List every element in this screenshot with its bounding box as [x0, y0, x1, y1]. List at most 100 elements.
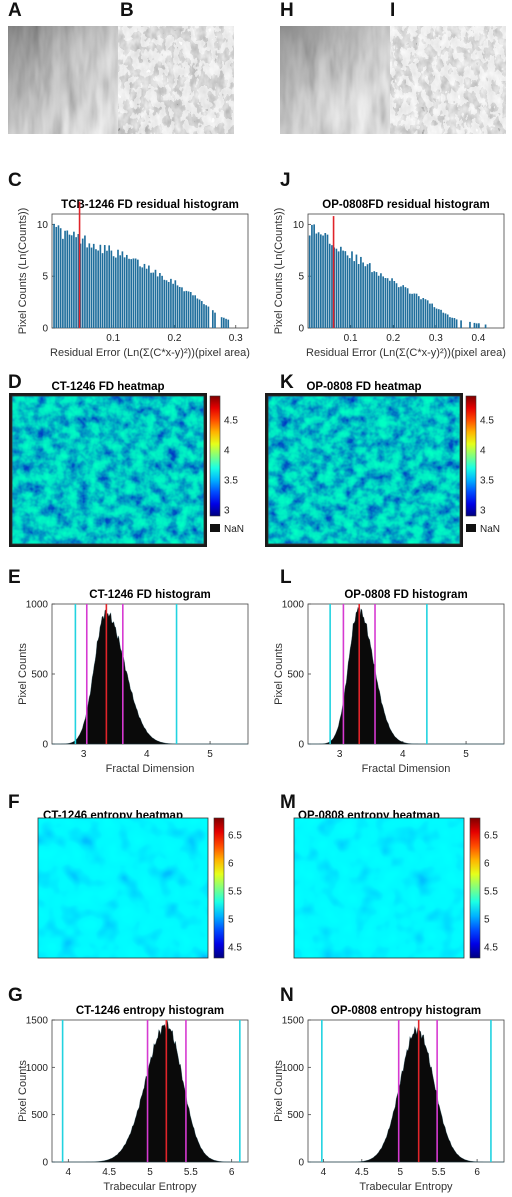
- chart-c-bar: [106, 250, 108, 328]
- chart-f-colorbar-label: 4.5: [228, 942, 242, 953]
- chart-j-ytick-label: 10: [293, 220, 305, 231]
- chart-f-colorbar-label: 6: [228, 858, 234, 869]
- chart-c-bar: [119, 255, 122, 328]
- chart-c-bar: [110, 250, 113, 328]
- chart-c-bar: [156, 276, 159, 328]
- chart-c-ytick-label: 0: [42, 324, 48, 335]
- chart-c-bar: [90, 247, 93, 328]
- chart-c-bar: [59, 228, 62, 328]
- panel-letter-f: F: [8, 792, 20, 813]
- chart-g-ytick-label: 500: [31, 1110, 48, 1121]
- chart-j-bar: [326, 234, 329, 328]
- chart-residual-histogram-c: 0.1 0.2 0.3 0 5 10 TCB-1246 FD residual histog…: [17, 199, 250, 359]
- chart-c-bar: [194, 295, 196, 328]
- chart-n-xtick-label: 4.5: [355, 1167, 369, 1178]
- chart-c-bar: [123, 257, 126, 328]
- chart-j-bar: [380, 273, 382, 328]
- chart-j-bar: [433, 307, 436, 328]
- chart-c-bar: [159, 273, 161, 328]
- chart-l-xtick-label: 4: [400, 749, 406, 760]
- chart-c-bar: [220, 317, 223, 328]
- chart-entropy-histogram-n: 4 4.5 5 5.5 6 0 500 1000 1500 OP-0808 entropy his…: [273, 1005, 505, 1193]
- chart-k-nan-swatch: [466, 524, 476, 532]
- chart-c-bar: [62, 238, 64, 328]
- chart-entropy-heatmap-m: OP-0808 entropy heatmap 4.555.566.5: [293, 810, 498, 959]
- chart-c-bar: [211, 310, 214, 328]
- chart-j-bar: [377, 275, 380, 328]
- chart-c-bar: [86, 247, 88, 328]
- chart-k-colorbar: [465, 395, 477, 517]
- chart-j-bar: [424, 299, 427, 328]
- chart-c-ytick-label: 5: [42, 272, 48, 283]
- chart-g-xtick-label: 5: [147, 1167, 153, 1178]
- chart-m-colorbar-label: 5: [484, 914, 490, 925]
- chart-e-ytick-label: 0: [42, 740, 48, 751]
- chart-j-xtick-label: 0.2: [386, 333, 400, 344]
- chart-c-bar: [92, 243, 95, 328]
- chart-j-bar: [373, 271, 376, 328]
- chart-e-title: CT-1246 FD histogram: [89, 589, 210, 601]
- chart-d-nan-label: NaN: [224, 524, 244, 535]
- chart-c-bar: [81, 238, 84, 328]
- chart-j-bar: [411, 293, 413, 328]
- panel-letter-h: H: [280, 0, 294, 21]
- chart-d-colorbar-label: 4.5: [224, 416, 238, 427]
- chart-f-colorbar-label: 5.5: [228, 886, 242, 897]
- chart-j-bar: [313, 224, 315, 328]
- chart-j-bar: [444, 313, 447, 328]
- chart-j-bar: [397, 287, 400, 328]
- chart-l-ytick-label: 500: [287, 670, 304, 681]
- chart-c-bar: [103, 245, 106, 328]
- chart-c-bar: [99, 244, 102, 328]
- chart-j-bar: [353, 261, 356, 328]
- chart-c-bar: [79, 243, 82, 328]
- chart-c-bar: [203, 304, 205, 328]
- chart-c-bar: [163, 279, 166, 328]
- chart-c-xtick-label: 0.3: [229, 333, 243, 344]
- chart-d-colorbar-label: 3.5: [224, 476, 238, 487]
- chart-c-bar: [150, 272, 152, 328]
- chart-g-histogram-area: [52, 1020, 249, 1163]
- chart-c-bar: [139, 266, 141, 328]
- chart-c-bar: [161, 275, 163, 328]
- chart-c-xtick-label: 0.1: [106, 333, 120, 344]
- panel-letter-c: C: [8, 170, 22, 191]
- chart-e-xtick-label: 5: [207, 749, 213, 760]
- chart-j-bar: [308, 235, 311, 328]
- chart-fd-histogram-e: 3 4 5 0 500 1000 CT-1246 FD histogram Fractal D…: [17, 589, 249, 775]
- chart-c-bar: [165, 280, 168, 328]
- chart-j-bar: [469, 321, 471, 328]
- chart-d-title: CT-1246 FD heatmap: [51, 381, 164, 393]
- chart-c-bar: [112, 256, 115, 328]
- chart-n-xtick-label: 5: [397, 1167, 403, 1178]
- chart-j-bar: [346, 255, 349, 328]
- chart-j-bar: [366, 264, 369, 328]
- chart-l-ylabel: Pixel Counts: [273, 643, 285, 705]
- chart-j-bar: [331, 245, 333, 328]
- chart-fd-histogram-l: 3 4 5 0 500 1000 OP-0808 FD histogram Fractal D…: [273, 589, 505, 775]
- chart-c-bar: [88, 243, 91, 328]
- chart-g-xtick-label: 4.5: [102, 1167, 116, 1178]
- chart-c-bar: [55, 226, 58, 328]
- chart-j-bar: [368, 263, 371, 328]
- chart-m-colorbar: [469, 817, 481, 959]
- chart-c-bar: [132, 258, 135, 328]
- chart-j-bar: [342, 250, 344, 328]
- chart-e-xtick-label: 4: [144, 749, 150, 760]
- chart-e-ytick-label: 500: [31, 670, 48, 681]
- chart-c-bar: [183, 291, 185, 328]
- chart-c-bar: [66, 230, 69, 328]
- chart-j-ytick-label: 5: [298, 272, 304, 283]
- panel-letter-a: A: [8, 0, 22, 21]
- chart-c-bar: [84, 235, 86, 328]
- chart-c-bar: [57, 225, 60, 328]
- chart-e-ytick-label: 1000: [26, 600, 49, 611]
- chart-j-bar: [426, 300, 429, 328]
- chart-j-bar: [382, 276, 384, 328]
- chart-e-ylabel: Pixel Counts: [17, 643, 29, 705]
- chart-d-nan-swatch: [210, 524, 220, 532]
- chart-c-bar: [154, 269, 157, 328]
- chart-j-bar: [395, 283, 398, 328]
- chart-g-ytick-label: 1000: [26, 1063, 49, 1074]
- chart-f-colorbar-label: 5: [228, 914, 234, 925]
